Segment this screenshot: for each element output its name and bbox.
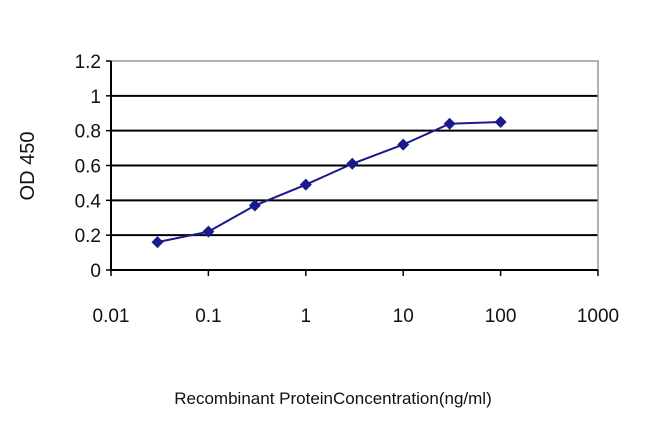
data-point: [494, 115, 507, 128]
data-point: [346, 157, 359, 170]
data-point: [299, 178, 312, 191]
y-tick-label: 0.2: [75, 226, 101, 247]
y-tick-label: 1.2: [75, 52, 101, 73]
data-point: [443, 117, 456, 130]
y-tick-label: 1: [90, 87, 101, 108]
data-point: [202, 225, 215, 238]
x-tick-label: 10: [393, 306, 414, 327]
x-tick-label: 1: [301, 306, 312, 327]
x-tick-label: 0.01: [93, 306, 130, 327]
x-tick-label: 0.1: [195, 306, 221, 327]
y-tick-label: 0.8: [75, 122, 101, 143]
series-line: [157, 120, 501, 244]
x-tick-label: 1000: [577, 306, 619, 327]
data-point: [397, 138, 410, 151]
data-point: [151, 236, 164, 249]
y-tick-label: 0: [90, 261, 101, 282]
y-axis-label: OD 450: [17, 132, 39, 201]
x-axis-label: Recombinant ProteinConcentration(ng/ml): [174, 389, 492, 408]
x-tick-label: 100: [485, 306, 517, 327]
y-tick-label: 0.6: [75, 157, 101, 178]
y-tick-label: 0.4: [75, 191, 102, 212]
data-point: [248, 199, 261, 212]
